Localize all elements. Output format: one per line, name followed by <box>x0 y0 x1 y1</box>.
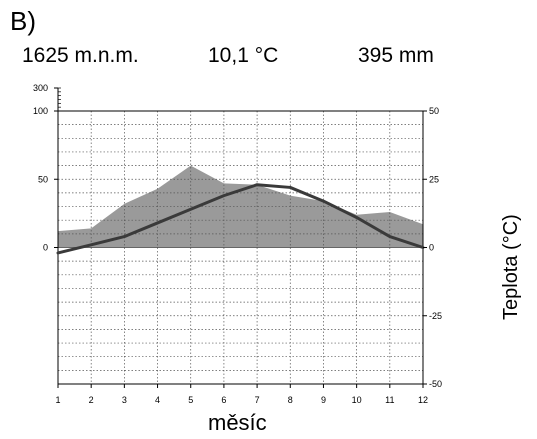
left-tick-label: 50 <box>38 174 48 184</box>
x-tick-label: 8 <box>288 395 293 405</box>
right-tick-label: 25 <box>429 174 439 184</box>
left-tick-label: 100 <box>33 106 48 116</box>
x-tick-label: 6 <box>221 395 226 405</box>
x-tick-label: 5 <box>188 395 193 405</box>
altitude-label: 1625 m.n.m. <box>22 44 139 67</box>
right-tick-label: -25 <box>429 311 442 321</box>
annual-precipitation-label: 395 mm <box>358 44 434 67</box>
x-tick-label: 3 <box>122 395 127 405</box>
mean-temperature-label: 10,1 °C <box>208 44 279 67</box>
right-tick-label: 50 <box>429 106 439 116</box>
left-tick-label: 0 <box>43 243 48 253</box>
x-tick-label: 1 <box>55 395 60 405</box>
left-tick-label: 300 <box>33 83 48 93</box>
panel-label: B) <box>10 6 36 36</box>
x-tick-label: 10 <box>352 395 362 405</box>
right-tick-label: -50 <box>429 379 442 389</box>
x-tick-label: 12 <box>418 395 428 405</box>
temperature-line <box>56 183 425 255</box>
x-tick-label: 7 <box>255 395 260 405</box>
x-tick-label: 9 <box>321 395 326 405</box>
right-tick-label: 0 <box>429 243 434 253</box>
x-tick-label: 4 <box>155 395 160 405</box>
x-axis-title: měsíc <box>208 410 267 435</box>
x-tick-label: 2 <box>89 395 94 405</box>
x-tick-label: 11 <box>385 395 394 405</box>
right-axis-title: Teplota (°C) <box>500 214 522 320</box>
